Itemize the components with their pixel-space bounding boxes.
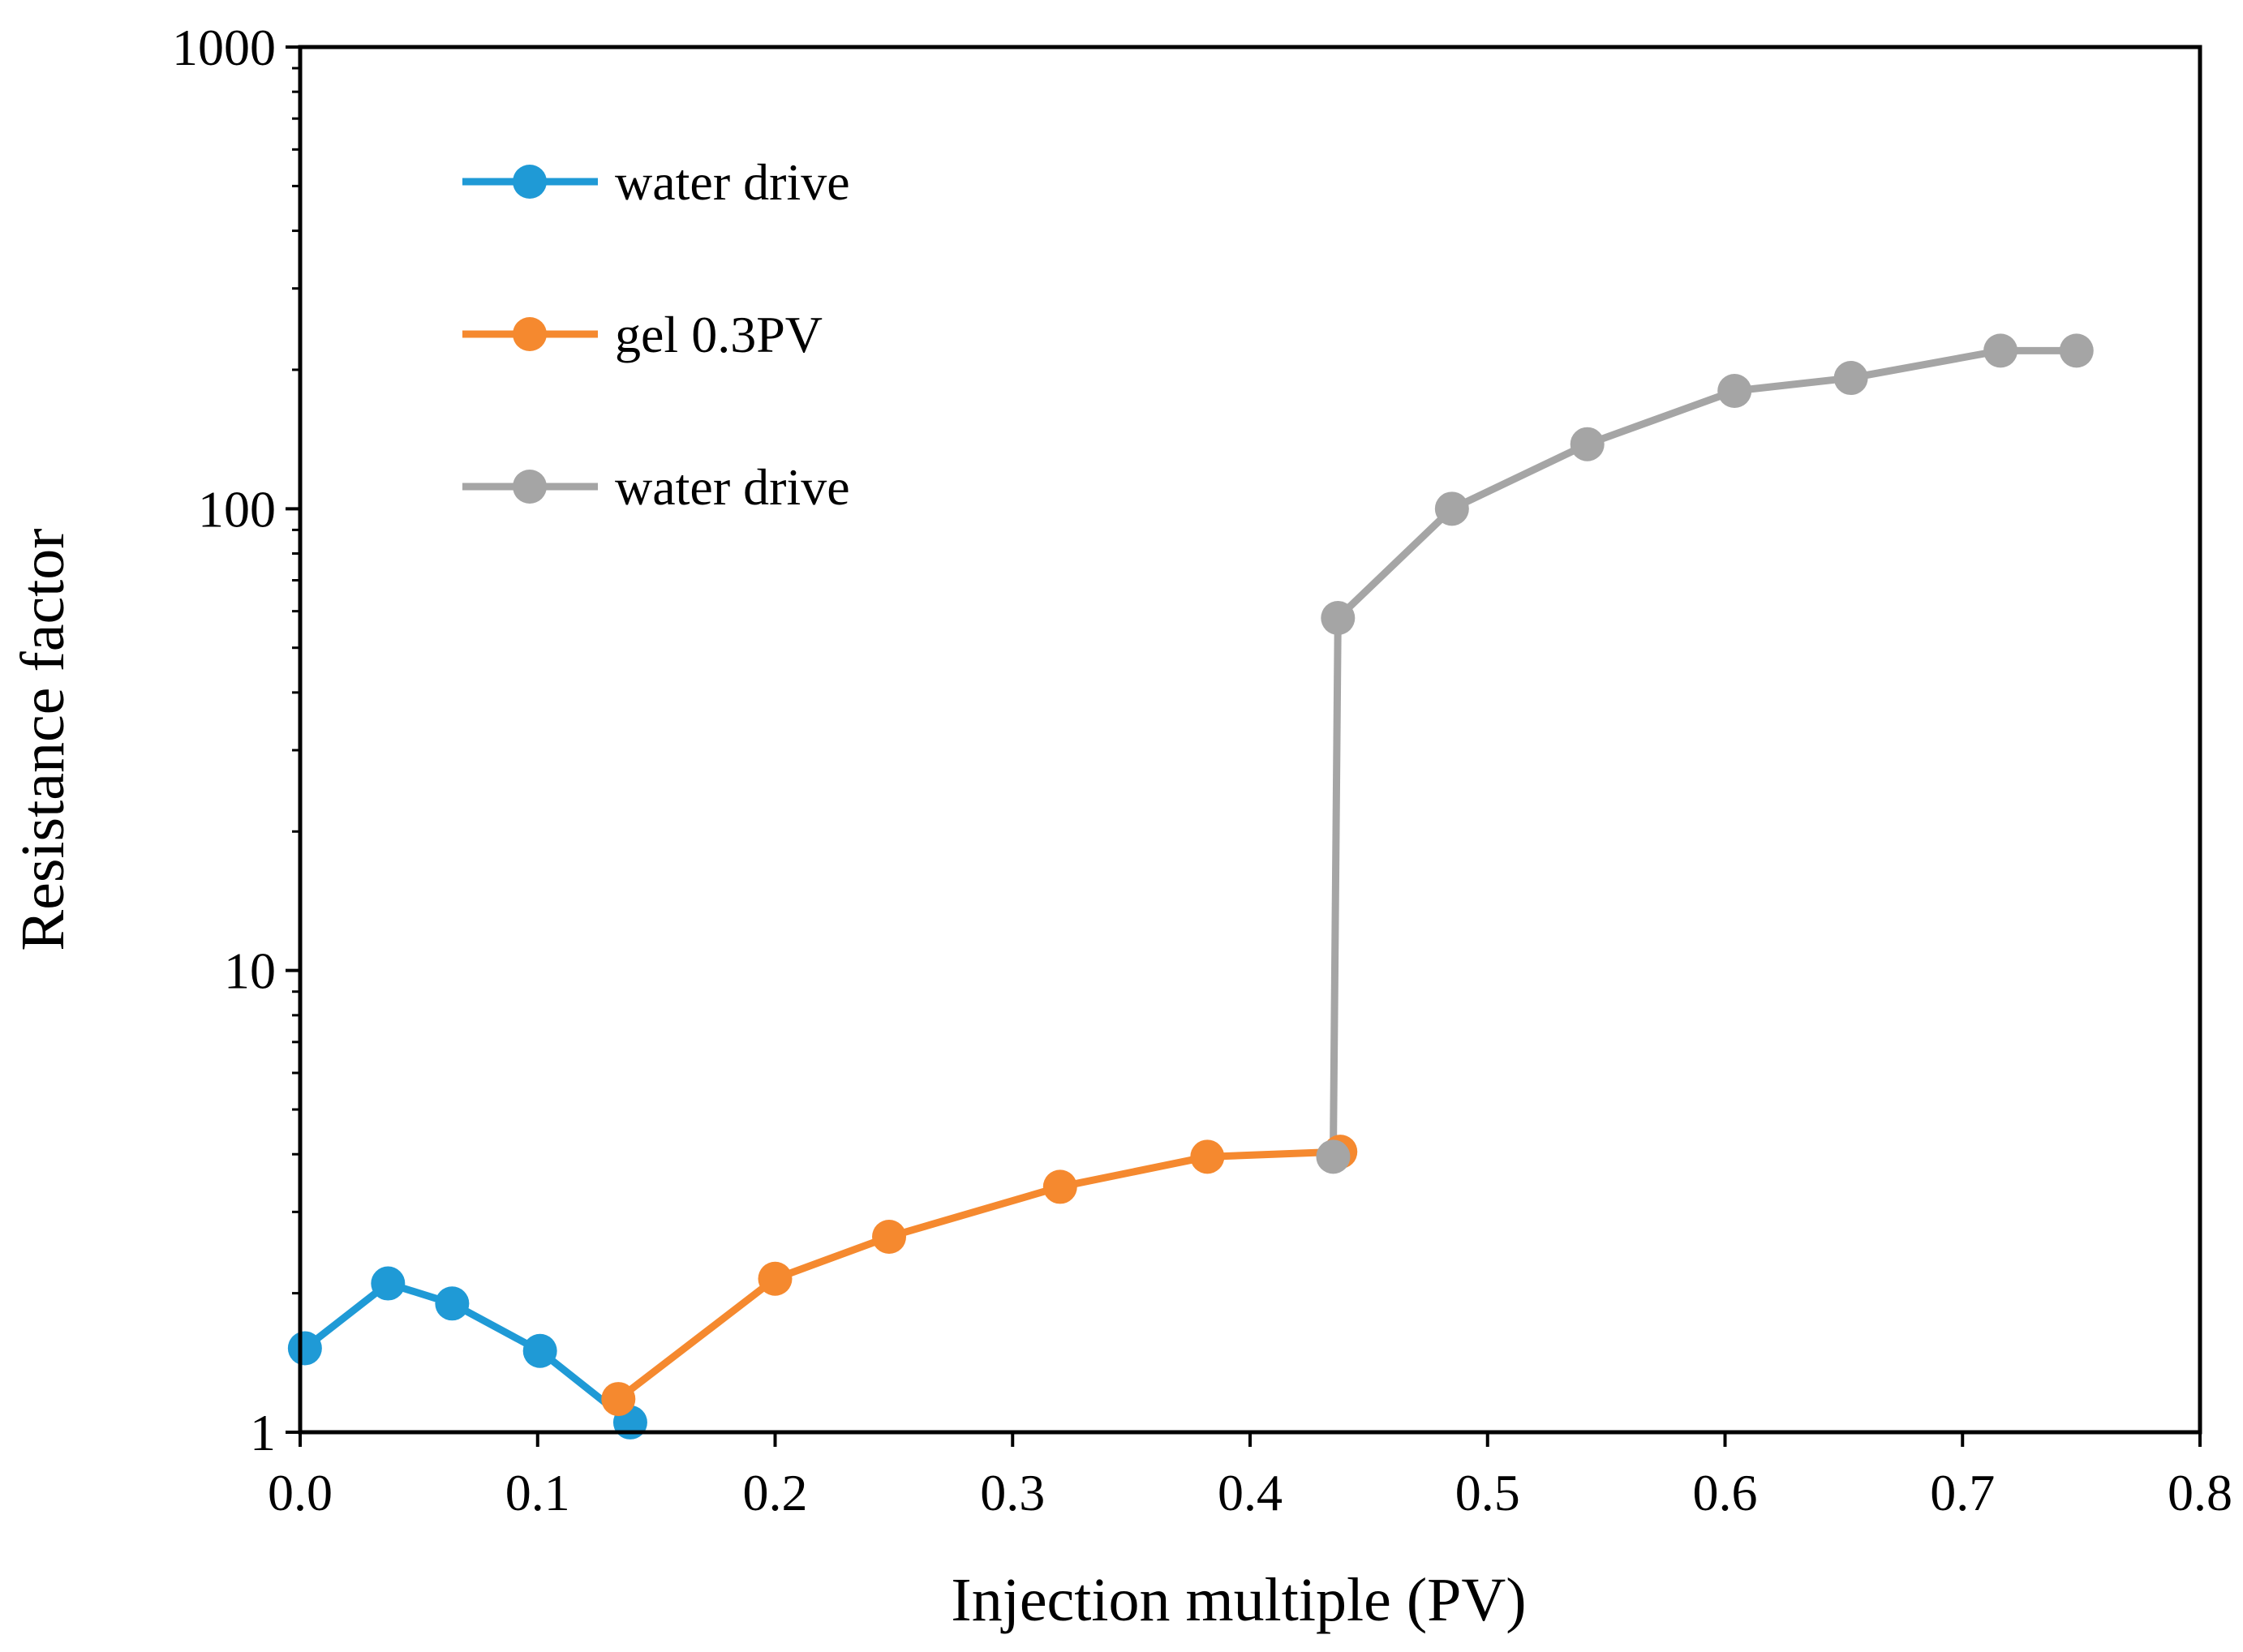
legend-swatch-marker [513, 470, 547, 504]
x-tick-label: 0.8 [2168, 1464, 2232, 1521]
data-point [435, 1286, 470, 1321]
series-lines [301, 346, 2081, 1427]
y-tick-label: 100 [198, 480, 276, 538]
data-point [371, 1266, 406, 1301]
legend-entry-water-drive: water drive [462, 153, 850, 211]
axis-ticks [286, 45, 2202, 1447]
data-point [522, 1333, 557, 1368]
legend: water drive gel 0.3PV water drive [462, 153, 850, 516]
series-line-2 [1329, 346, 2081, 1161]
data-point [1316, 1139, 1351, 1174]
x-tick-label: 0.5 [1455, 1464, 1520, 1521]
x-axis-title: Injection multiple (PV) [951, 1566, 1526, 1634]
plot-area-frame [298, 45, 2202, 1435]
data-point [872, 1220, 907, 1255]
x-tick-label: 0.0 [268, 1464, 333, 1521]
legend-entry-gel: gel 0.3PV [462, 306, 823, 363]
y-tick-label: 1 [250, 1404, 276, 1461]
series-markers [287, 333, 2094, 1440]
data-point [1321, 601, 1356, 636]
data-point [1042, 1169, 1077, 1204]
data-point [1833, 361, 1868, 396]
y-tick-label: 1000 [172, 19, 276, 76]
x-tick-label: 0.1 [505, 1464, 570, 1521]
data-point [287, 1331, 322, 1366]
legend-swatch-marker [513, 165, 547, 199]
x-tick-label: 0.3 [980, 1464, 1045, 1521]
legend-entry-water-drive-2: water drive [462, 458, 850, 516]
data-point [758, 1261, 793, 1296]
data-point [1434, 491, 1469, 526]
data-point [1190, 1139, 1225, 1174]
series-line-1 [614, 1148, 1344, 1403]
legend-label: water drive [615, 153, 850, 211]
data-point [1717, 373, 1752, 408]
x-tick-label: 0.7 [1930, 1464, 1995, 1521]
tick-labels: 0.0 0.1 0.2 0.3 0.4 0.5 0.6 0.7 0.8 1 10 100 1000 [172, 19, 2232, 1521]
data-point [2059, 333, 2094, 368]
legend-label: water drive [615, 458, 850, 516]
x-tick-label: 0.4 [1218, 1464, 1283, 1521]
y-axis-title: Resistance factor [9, 528, 77, 950]
data-point [601, 1382, 636, 1417]
data-point [1983, 333, 2018, 368]
y-tick-label: 10 [224, 942, 276, 1000]
x-tick-label: 0.2 [743, 1464, 808, 1521]
legend-label: gel 0.3PV [615, 306, 823, 363]
x-tick-label: 0.6 [1693, 1464, 1758, 1521]
legend-swatch-marker [513, 317, 547, 351]
data-point [1570, 427, 1605, 461]
